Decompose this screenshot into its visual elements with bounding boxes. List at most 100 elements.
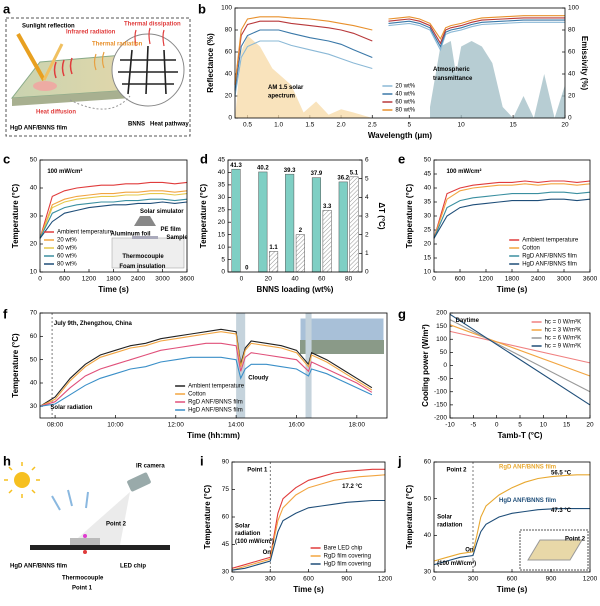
- x-tick-label: 600: [303, 576, 314, 583]
- annotation: Aluminum foil: [111, 231, 151, 237]
- legend-label: 80 wt%: [395, 108, 415, 114]
- annotation: radiation: [437, 522, 463, 528]
- x-tick-label: 3600: [583, 276, 598, 283]
- panel-label: f: [3, 306, 8, 321]
- data-label: 37.9: [311, 171, 323, 177]
- panel-label: h: [3, 453, 11, 468]
- y-tick-label: 10: [218, 244, 226, 251]
- y-tick-label: 0: [443, 362, 447, 369]
- y2-tick-label: 100: [568, 5, 579, 12]
- y-tick-label: 35: [218, 182, 226, 189]
- bar: [295, 234, 305, 273]
- label: HgD ANF/BNNS film: [10, 564, 67, 570]
- label: Thermal radiation: [92, 42, 143, 48]
- x-tick-label: 1200: [378, 576, 393, 583]
- line: [234, 20, 373, 86]
- line: [234, 29, 373, 91]
- annotation: 100 mW/cm²: [446, 168, 481, 175]
- line: [231, 499, 385, 571]
- y2-tick-label: 5: [365, 175, 369, 182]
- bar: [338, 181, 348, 273]
- hot-spot: [33, 81, 57, 91]
- line: [39, 356, 373, 407]
- annotation: Solar: [235, 523, 251, 529]
- legend-label: Cotton: [188, 392, 206, 398]
- legend-label: RgD ANF/BNNS film: [188, 400, 243, 406]
- y-tick-label: 70: [30, 310, 38, 317]
- line: [39, 181, 188, 239]
- y-tick-label: 40: [225, 71, 233, 78]
- line: [39, 328, 373, 407]
- series-label: RgD ANF/BNNS film: [499, 464, 556, 470]
- x-tick-label: 1800: [505, 276, 520, 283]
- x-tick-label: 10: [540, 422, 548, 429]
- x-tick-label: 0.5: [243, 122, 252, 129]
- x-tick-label: 08:00: [47, 422, 64, 429]
- area: [430, 41, 565, 118]
- label: Infrared radiation: [66, 30, 116, 36]
- legend-label: 40 wt%: [57, 246, 77, 252]
- x-tick-label: 3000: [557, 276, 572, 283]
- annotation: AM 1.5 solar: [268, 85, 304, 91]
- y-tick-label: 200: [436, 310, 447, 317]
- x-tick-label: 20: [561, 122, 569, 129]
- legend-label: hc = 0 W/m²K: [545, 320, 582, 326]
- sunlight: [16, 33, 46, 81]
- x-tick-label: 5: [407, 122, 411, 129]
- foam-box: [111, 237, 185, 269]
- bar: [285, 173, 295, 273]
- y-tick-label: 20: [30, 241, 38, 248]
- ir-arrows: [53, 57, 73, 79]
- y-tick-label: 30: [30, 403, 38, 410]
- y-tick-label: 30: [30, 213, 38, 220]
- annotation: 100 mW/cm²: [47, 168, 82, 175]
- plot-frame: [227, 159, 363, 273]
- zoom-line: [69, 95, 131, 110]
- y-axis-label: Temperature (°C): [199, 183, 208, 248]
- plot-frame: [449, 312, 591, 419]
- y-tick-label: -100: [434, 388, 447, 395]
- y-tick-label: 30: [222, 569, 230, 576]
- legend-label: Bare LED chip: [324, 546, 363, 552]
- legend-label: hc = 6 W/m²K: [545, 336, 582, 342]
- y-tick-label: 15: [424, 255, 432, 262]
- y-tick-label: 30: [424, 213, 432, 220]
- x-tick-label: 10: [458, 122, 466, 129]
- annotation: On: [465, 548, 474, 554]
- x-tick-label: 0: [495, 422, 499, 429]
- sun: [14, 472, 30, 488]
- label: Thermal dissipation: [124, 22, 181, 28]
- annotation: Sample: [166, 235, 188, 241]
- data-label: 39.3: [284, 168, 296, 174]
- line: [388, 17, 565, 45]
- y-axis-label: Temperature (°C): [203, 484, 212, 549]
- y-tick-label: 50: [424, 157, 432, 164]
- line: [388, 21, 565, 52]
- data-label: 5.1: [350, 170, 359, 176]
- legend-label: RgD film covering: [324, 554, 371, 560]
- y-tick-label: 50: [30, 356, 38, 363]
- panel-label: j: [397, 453, 402, 468]
- line: [231, 468, 385, 569]
- x-axis-label: BNNS loading (wt%): [257, 285, 334, 294]
- inset-j-film: [527, 539, 583, 561]
- x-tick-label: 60: [318, 276, 326, 283]
- bnns-network: [118, 45, 178, 95]
- y-tick-label: 50: [440, 349, 448, 356]
- y-tick-label: 100: [436, 336, 447, 343]
- panel-label: d: [200, 151, 208, 166]
- annotation: transmittance: [433, 76, 473, 82]
- line: [433, 180, 591, 239]
- annotation: PE film: [161, 227, 181, 233]
- x-tick-label: 600: [455, 276, 466, 283]
- sample: [132, 236, 158, 239]
- x-axis-label: Time (hh:mm): [187, 431, 240, 440]
- data-label: 40.2: [257, 166, 269, 172]
- line: [39, 342, 373, 407]
- annotation: July 9th, Zhengzhou, China: [54, 321, 133, 327]
- film-layer: [30, 545, 170, 550]
- y-tick-label: 50: [424, 495, 432, 502]
- legend-label: HgD ANF/BNNS film: [522, 262, 577, 268]
- legend-label: HgD ANF/BNNS film: [188, 408, 243, 414]
